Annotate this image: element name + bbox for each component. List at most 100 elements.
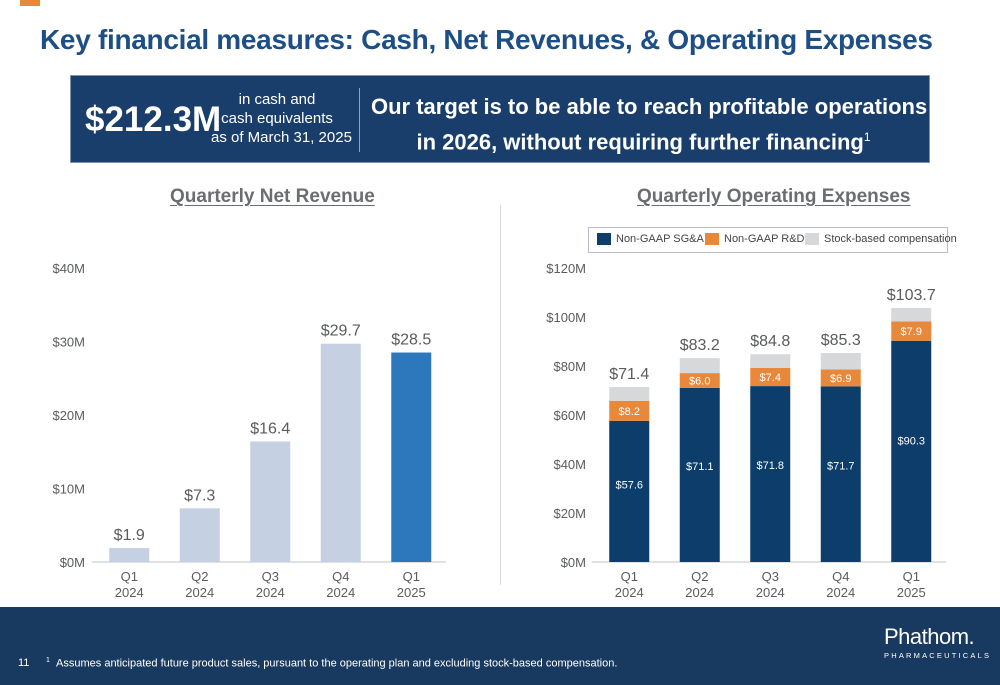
opex-total-label: $85.3	[821, 332, 861, 349]
y-tick-label: $0M	[561, 555, 586, 570]
x-tick-label: Q1	[121, 569, 138, 584]
x-tick-label: 2024	[115, 585, 144, 600]
revenue-bar	[179, 508, 220, 562]
page-title: Key financial measures: Cash, Net Revenu…	[40, 24, 933, 55]
revenue-bar	[250, 441, 291, 562]
rnd-bar-segment	[820, 369, 861, 387]
sbc-bar-segment	[750, 354, 791, 368]
x-tick-label: 2024	[685, 585, 714, 600]
legend-item-sga: Non-GAAP SG&A	[597, 233, 704, 245]
y-tick-label: $40M	[52, 261, 85, 276]
y-tick-label: $60M	[553, 408, 586, 423]
x-tick-label: Q3	[262, 569, 279, 584]
footer: 11 1 Assumes anticipated future product …	[0, 607, 1000, 685]
sga-bar-segment	[820, 386, 861, 562]
banner-divider	[359, 88, 360, 152]
revenue-value-label: $7.3	[184, 487, 215, 504]
sga-bar-segment	[891, 340, 932, 562]
legend-label-sga: Non-GAAP SG&A	[616, 233, 704, 245]
x-tick-label: Q3	[762, 569, 779, 584]
sga-value-label: $71.8	[756, 460, 784, 472]
chart-divider	[500, 205, 501, 585]
y-tick-label: $120M	[546, 261, 586, 276]
x-tick-label: Q4	[832, 569, 849, 584]
x-tick-label: 2024	[185, 585, 214, 600]
rnd-value-label: $7.9	[901, 326, 922, 338]
sbc-bar-segment	[679, 358, 720, 374]
legend-swatch-sbc	[805, 233, 819, 245]
sga-bar-segment	[679, 387, 720, 562]
sga-value-label: $71.7	[827, 460, 855, 472]
y-tick-label: $80M	[553, 359, 586, 374]
legend-swatch-sga	[597, 233, 611, 245]
sga-value-label: $57.6	[615, 479, 643, 491]
rnd-bar-segment	[891, 321, 932, 341]
opex-total-label: $84.8	[750, 333, 790, 350]
x-tick-label: 2025	[897, 585, 926, 600]
x-tick-label: Q2	[191, 569, 208, 584]
revenue-bar	[320, 343, 361, 562]
rnd-bar-segment	[679, 373, 720, 388]
rnd-bar-segment	[609, 400, 650, 421]
opex-chart-title: Quarterly Operating Expenses	[637, 186, 911, 207]
sga-bar-segment	[609, 420, 650, 562]
rnd-value-label: $6.0	[689, 375, 710, 387]
sbc-bar-segment	[820, 353, 861, 370]
cash-description-line: cash equivalents	[221, 110, 333, 127]
y-tick-label: $20M	[553, 506, 586, 521]
sbc-bar-segment	[891, 307, 932, 322]
footnote-mark: 1	[46, 657, 50, 664]
sga-value-label: $90.3	[897, 435, 925, 447]
opex-total-label: $71.4	[609, 366, 649, 383]
cash-banner: $212.3M in cash and cash equivalents as …	[70, 75, 930, 163]
target-message: Our target is to be able to reach profit…	[371, 92, 927, 157]
rnd-value-label: $8.2	[619, 406, 640, 418]
logo-subtitle: PHARMACEUTICALS	[884, 651, 992, 660]
cash-description: in cash and cash equivalents as of March…	[211, 90, 352, 147]
cash-description-line: in cash and	[238, 91, 316, 108]
y-tick-label: $10M	[52, 482, 85, 497]
x-tick-label: Q4	[332, 569, 349, 584]
page-number: 11	[18, 657, 30, 669]
revenue-value-label: $29.7	[321, 323, 361, 340]
accent-bar	[20, 0, 40, 6]
opex-total-label: $103.7	[887, 287, 936, 304]
opex-legend: Non-GAAP SG&A Non-GAAP R&D Stock-based c…	[588, 227, 957, 253]
x-tick-label: 2024	[826, 585, 855, 600]
y-tick-label: $20M	[52, 408, 85, 423]
revenue-chart-title: Quarterly Net Revenue	[170, 186, 375, 207]
y-tick-label: $40M	[553, 457, 586, 472]
footnote: 1 Assumes anticipated future product sal…	[46, 657, 617, 670]
x-tick-label: 2024	[615, 585, 644, 600]
sga-value-label: $71.1	[686, 461, 714, 473]
y-tick-label: $30M	[52, 335, 85, 350]
logo-name: Phathom.	[884, 624, 975, 649]
legend-swatch-rnd	[705, 233, 719, 245]
x-tick-label: Q2	[691, 569, 708, 584]
legend-label-rnd: Non-GAAP R&D	[724, 233, 805, 245]
revenue-value-label: $16.4	[250, 420, 290, 437]
rnd-value-label: $7.4	[760, 372, 781, 384]
y-tick-label: $0M	[60, 555, 85, 570]
revenue-bar	[109, 548, 150, 562]
x-tick-label: 2024	[326, 585, 355, 600]
x-tick-label: Q1	[903, 569, 920, 584]
opex-chart: $0M$20M$40M$60M$80M$100M$120MQ12024Q2202…	[546, 261, 946, 600]
cash-amount: $212.3M	[85, 100, 222, 139]
legend-item-rnd: Non-GAAP R&D	[705, 233, 805, 245]
x-tick-label: Q1	[403, 569, 420, 584]
revenue-chart: $0M$10M$20M$30M$40MQ12024Q22024Q32024Q42…	[52, 261, 446, 600]
rnd-bar-segment	[750, 367, 791, 387]
x-tick-label: 2024	[256, 585, 285, 600]
revenue-value-label: $1.9	[114, 527, 145, 544]
revenue-value-label: $28.5	[391, 332, 431, 349]
legend-item-sbc: Stock-based compensation	[805, 233, 957, 245]
x-tick-label: 2024	[756, 585, 785, 600]
rnd-value-label: $6.9	[830, 373, 851, 385]
sga-bar-segment	[750, 386, 791, 562]
footnote-ref: 1	[863, 130, 871, 144]
opex-total-label: $83.2	[680, 337, 720, 354]
footnote-text: Assumes anticipated future product sales…	[56, 657, 618, 670]
legend-label-sbc: Stock-based compensation	[824, 233, 957, 245]
target-message-line: in 2026, without requiring further finan…	[416, 129, 864, 155]
